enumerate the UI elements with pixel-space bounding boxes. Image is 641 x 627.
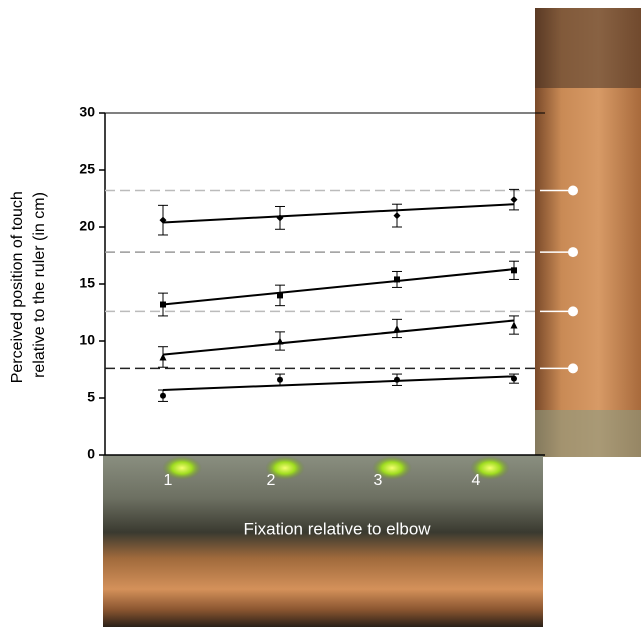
y-tick-label: 15 <box>79 275 95 291</box>
x-tick-label: 4 <box>472 472 481 489</box>
y-axis-label-line: relative to the ruler (in cm) <box>31 192 48 378</box>
y-tick-label: 10 <box>79 332 95 348</box>
marker <box>511 196 518 203</box>
marker <box>277 338 284 345</box>
marker <box>394 325 401 332</box>
y-tick-label: 0 <box>87 446 95 462</box>
fit-line <box>163 376 514 390</box>
reference-dot <box>568 247 578 257</box>
hand-shadow <box>535 8 641 88</box>
marker <box>160 393 166 399</box>
marker <box>277 292 283 298</box>
y-tick-label: 5 <box>87 389 95 405</box>
page: {"chart_data": {"type": "line", "y_label… <box>0 0 641 627</box>
marker <box>511 322 518 329</box>
x-tick-label: 3 <box>374 472 383 489</box>
y-tick-label: 20 <box>79 218 95 234</box>
marker <box>511 267 517 273</box>
fit-line <box>163 269 514 304</box>
marker <box>394 377 400 383</box>
marker <box>394 276 400 282</box>
marker <box>160 302 166 308</box>
marker <box>511 376 517 382</box>
marker <box>394 212 401 219</box>
chart: Fixation relative to elbow Perceived pos… <box>0 0 641 627</box>
reference-dot <box>568 306 578 316</box>
y-tick-label: 30 <box>79 104 95 120</box>
marker <box>277 377 283 383</box>
y-tick-label: 25 <box>79 161 95 177</box>
reference-dot <box>568 186 578 196</box>
x-axis-label: Fixation relative to elbow <box>243 519 431 538</box>
x-tick-label: 1 <box>164 472 173 489</box>
fit-line <box>163 320 514 354</box>
y-axis-label: Perceived position of touch relative to … <box>9 187 48 384</box>
y-axis-label-line: Perceived position of touch <box>9 191 26 383</box>
sleeve <box>535 410 641 457</box>
fit-line <box>163 204 514 222</box>
reference-dot <box>568 363 578 373</box>
x-tick-label: 2 <box>267 472 276 489</box>
